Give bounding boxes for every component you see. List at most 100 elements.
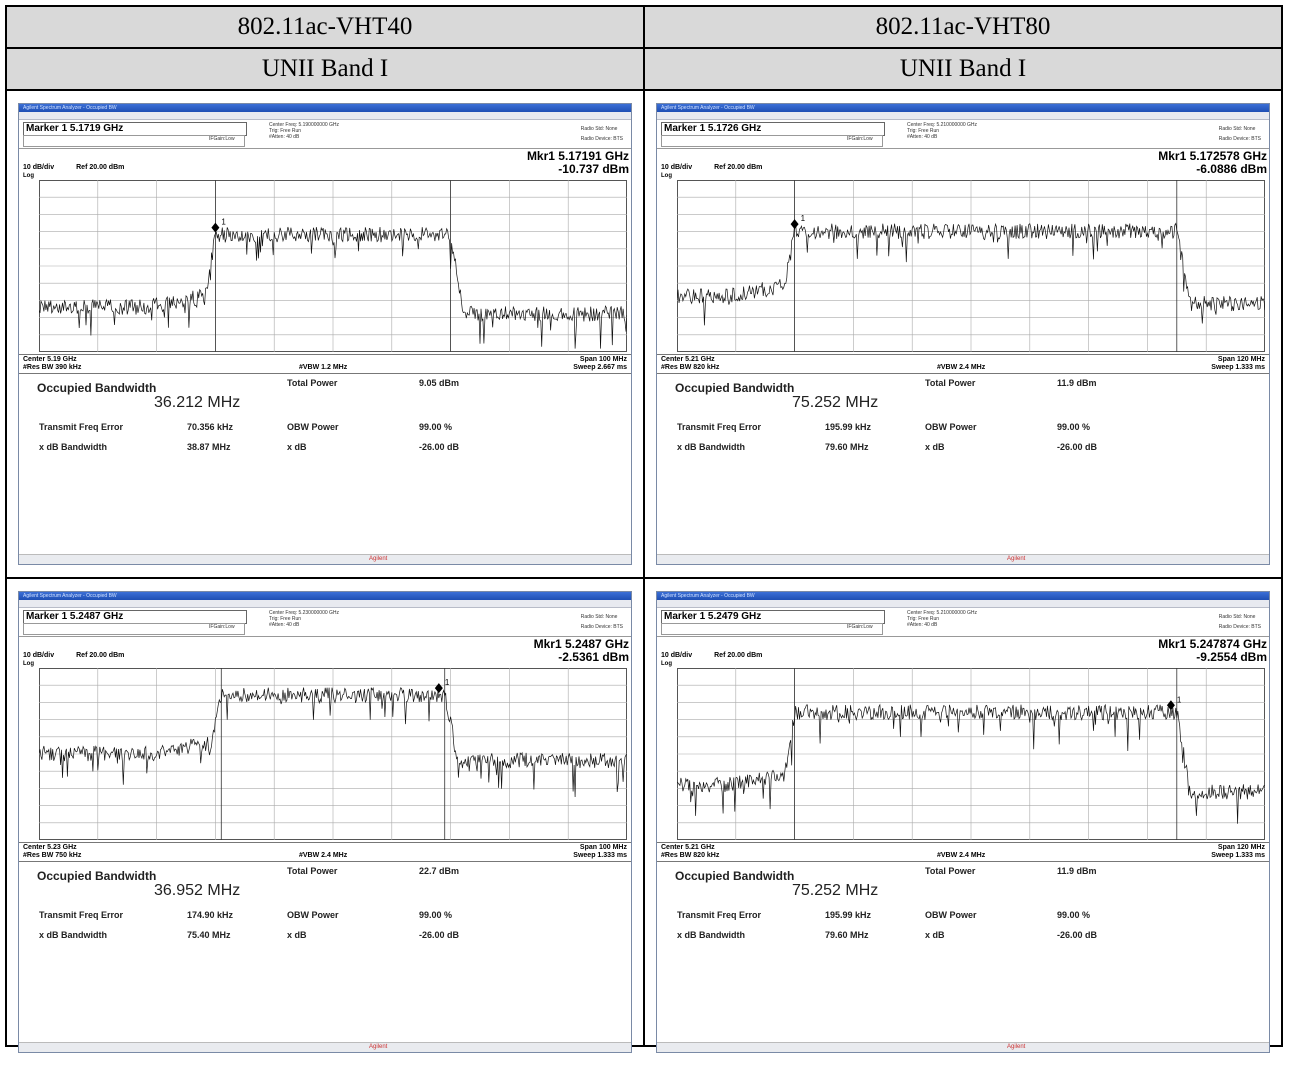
marker-input-field[interactable] — [23, 135, 245, 147]
resolution-bandwidth: #Res BW 750 kHz — [23, 852, 82, 859]
screenshot-cell: Agilent Spectrum Analyzer - Occupied BW … — [643, 89, 1283, 579]
marker-diamond-icon[interactable] — [434, 683, 443, 694]
axis-right: Span 100 MHz Sweep 2.667 ms — [573, 356, 627, 372]
obw-power-value: 99.00 % — [419, 422, 453, 432]
ref-value: Ref 20.00 dBm — [76, 652, 125, 659]
resolution-bandwidth: #Res BW 390 kHz — [23, 364, 82, 371]
xdb-label: x dB — [925, 442, 945, 452]
analyzer-toolbar — [19, 600, 631, 608]
log-scale-label: Log — [23, 661, 34, 667]
reference-level: 10 dB/div Ref 20.00 dBm — [661, 164, 762, 171]
radio-std: Radio Std: None — [580, 126, 618, 132]
spectrum-plot-area: Mkr1 5.17191 GHz -10.737 dBm 10 dB/div Re… — [19, 149, 631, 355]
spectrum-plot-area: Mkr1 5.2487 GHz -2.5361 dBm 10 dB/div Ref… — [19, 637, 631, 843]
xdb-bandwidth-label: x dB Bandwidth — [39, 442, 107, 452]
resolution-bandwidth: #Res BW 820 kHz — [661, 364, 720, 371]
video-bandwidth: #VBW 1.2 MHz — [299, 364, 348, 371]
span-value: Span 120 MHz — [1217, 356, 1265, 363]
screenshot-cell: Agilent Spectrum Analyzer - Occupied BW … — [643, 577, 1283, 1053]
analyzer-statusbar: Agilent — [19, 1042, 631, 1052]
marker-number: 1 — [445, 678, 450, 687]
marker-number: 1 — [801, 214, 806, 223]
marker-diamond-icon[interactable] — [790, 219, 799, 230]
marker-frequency: Mkr1 5.17191 GHz — [526, 149, 629, 163]
xdb-value: -26.00 dB — [419, 442, 460, 452]
xdb-bandwidth-value: 38.87 MHz — [187, 442, 231, 452]
column-header-vht40: 802.11ac-VHT40 — [5, 5, 645, 49]
freq-error-value: 70.356 kHz — [187, 422, 234, 432]
trigger-setting: Trig: Free Run — [907, 616, 940, 622]
marker-input-field[interactable] — [23, 623, 245, 635]
marker-input-field[interactable] — [661, 623, 883, 635]
obw-power-value: 99.00 % — [1057, 910, 1091, 920]
center-frequency: Center 5.21 GHz — [661, 356, 715, 363]
analyzer-titlebar: Agilent Spectrum Analyzer - Occupied BW — [19, 104, 631, 112]
axis-right: Span 120 MHz Sweep 1.333 ms — [1211, 844, 1265, 860]
radio-device: Radio Device: BTS — [580, 136, 623, 142]
sweep-config: Center Freq: 5.210000000 GHz Trig: Free … — [907, 122, 977, 140]
video-bandwidth: #VBW 2.4 MHz — [299, 852, 348, 859]
sweep-time: Sweep 2.667 ms — [573, 364, 627, 371]
spectrum-plot-area: Mkr1 5.172578 GHz -6.0886 dBm 10 dB/div R… — [657, 149, 1269, 355]
xdb-value: -26.00 dB — [1057, 442, 1098, 452]
spectrum-analyzer-screenshot: Agilent Spectrum Analyzer - Occupied BW … — [18, 103, 632, 565]
resolution-bandwidth: #Res BW 820 kHz — [661, 852, 720, 859]
analyzer-statusbar: Agilent — [657, 1042, 1269, 1052]
spectrum-analyzer-screenshot: Agilent Spectrum Analyzer - Occupied BW … — [18, 591, 632, 1053]
axis-left: Center 5.21 GHz #Res BW 820 kHz — [661, 844, 719, 860]
xdb-bandwidth-value: 79.60 MHz — [825, 442, 869, 452]
scale-div: 10 dB/div — [23, 164, 55, 171]
xdb-bandwidth-label: x dB Bandwidth — [677, 442, 745, 452]
video-bandwidth: #VBW 2.4 MHz — [937, 364, 986, 371]
analyzer-statusbar: Agilent — [657, 554, 1269, 564]
axis-info: Center 5.21 GHz #Res BW 820 kHz #VBW 2.4… — [657, 843, 1269, 862]
center-freq-setting: Center Freq: 5.230000000 GHz — [269, 610, 340, 616]
marker-readout-field[interactable]: Marker 1 5.2487 GHz — [23, 610, 247, 624]
obw-power-value: 99.00 % — [419, 910, 453, 920]
obw-power-label: OBW Power — [925, 422, 977, 432]
radio-config: Radio Std: None Radio Device: BTS — [581, 612, 623, 632]
agilent-logo-icon: Agilent — [369, 556, 388, 562]
obw-value: 75.252 MHz — [792, 882, 879, 899]
log-scale-label: Log — [661, 173, 672, 179]
radio-std: Radio Std: None — [1218, 614, 1256, 620]
radio-config: Radio Std: None Radio Device: BTS — [1219, 612, 1261, 632]
center-frequency: Center 5.23 GHz — [23, 844, 77, 851]
center-frequency: Center 5.19 GHz — [23, 356, 77, 363]
column-header-vht80: 802.11ac-VHT80 — [643, 5, 1283, 49]
total-power-label: Total Power — [925, 866, 976, 876]
band-label-left: UNII Band I — [5, 47, 645, 91]
analyzer-toolbar — [657, 600, 1269, 608]
gain-setting: IFGain:Low — [847, 624, 873, 630]
agilent-logo-icon: Agilent — [1007, 556, 1026, 562]
sweep-config: Center Freq: 5.210000000 GHz Trig: Free … — [907, 610, 977, 628]
reference-level: 10 dB/div Ref 20.00 dBm — [23, 164, 124, 171]
spectrum-trace — [39, 687, 627, 798]
sweep-time: Sweep 1.333 ms — [1211, 852, 1265, 859]
spectrum-trace — [677, 222, 1265, 326]
spectrum-trace-plot: 1 — [39, 180, 627, 352]
sweep-config: Center Freq: 5.190000000 GHz Trig: Free … — [269, 122, 339, 140]
marker-diamond-icon[interactable] — [1166, 700, 1175, 711]
total-power-value: 11.9 dBm — [1057, 866, 1097, 876]
agilent-logo-icon: Agilent — [369, 1044, 388, 1050]
marker-readout-field[interactable]: Marker 1 5.1719 GHz — [23, 122, 247, 136]
band-label-right: UNII Band I — [643, 47, 1283, 91]
xdb-value: -26.00 dB — [419, 930, 460, 940]
marker-readout-field[interactable]: Marker 1 5.1726 GHz — [661, 122, 885, 136]
spectrum-trace-plot: 1 — [39, 668, 627, 840]
obw-power-value: 99.00 % — [1057, 422, 1091, 432]
freq-error-value: 195.99 kHz — [825, 422, 872, 432]
xdb-bandwidth-label: x dB Bandwidth — [39, 930, 107, 940]
axis-left: Center 5.23 GHz #Res BW 750 kHz — [23, 844, 81, 860]
marker-readout-field[interactable]: Marker 1 5.2479 GHz — [661, 610, 885, 624]
marker-diamond-icon[interactable] — [211, 222, 220, 233]
center-freq-setting: Center Freq: 5.210000000 GHz — [907, 122, 978, 128]
marker-level: -6.0886 dBm — [1196, 162, 1267, 176]
spectrum-analyzer-screenshot: Agilent Spectrum Analyzer - Occupied BW … — [656, 103, 1270, 565]
total-power-value: 22.7 dBm — [419, 866, 460, 876]
marker-input-field[interactable] — [661, 135, 883, 147]
screenshot-cell: Agilent Spectrum Analyzer - Occupied BW … — [5, 577, 645, 1053]
obw-value: 36.952 MHz — [154, 882, 241, 899]
spectrum-plot-area: Mkr1 5.247874 GHz -9.2554 dBm 10 dB/div R… — [657, 637, 1269, 843]
